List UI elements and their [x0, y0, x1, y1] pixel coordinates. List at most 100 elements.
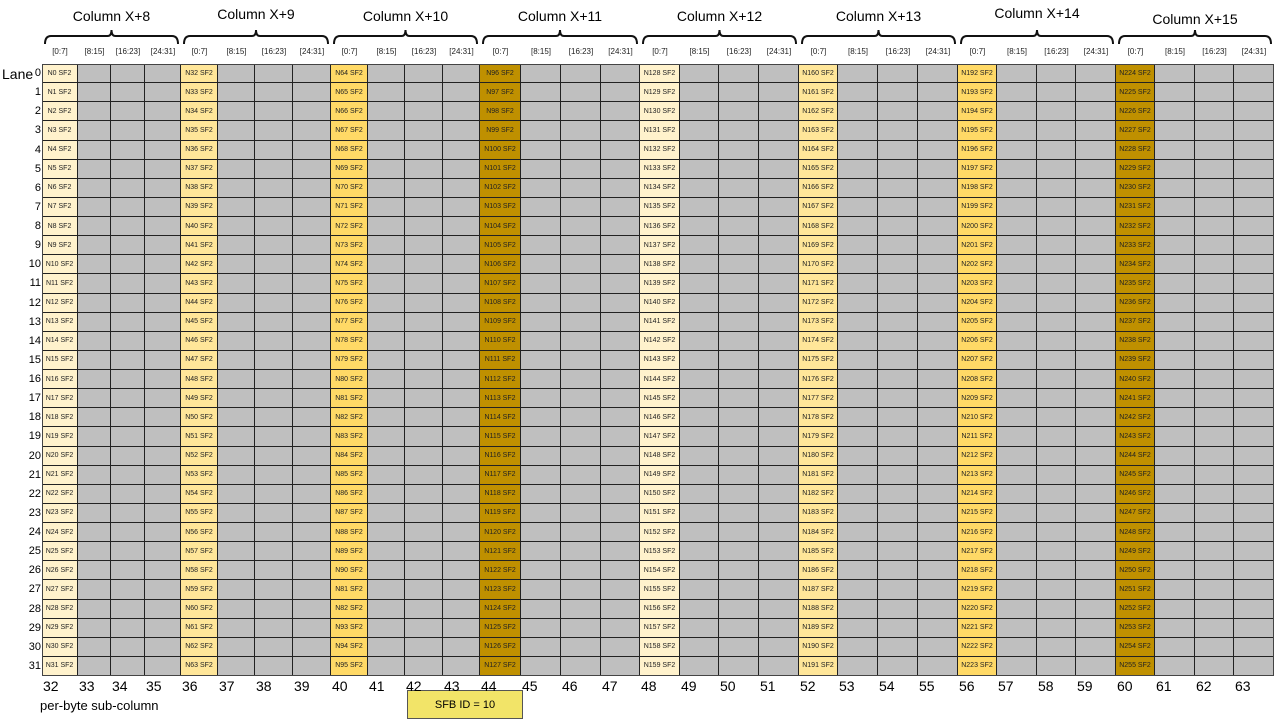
empty-cell	[293, 64, 331, 84]
empty-cell	[1195, 503, 1234, 523]
empty-cell	[759, 217, 799, 237]
sfb-cell: N234 SF2	[1116, 255, 1155, 275]
empty-cell	[680, 580, 719, 600]
sfb-cell: N138 SF2	[640, 255, 680, 275]
sfb-cell: N222 SF2	[958, 637, 997, 657]
sfb-cell: N254 SF2	[1116, 637, 1155, 657]
empty-cell	[1076, 293, 1116, 313]
empty-cell	[1234, 140, 1274, 160]
sfb-cell: N174 SF2	[799, 331, 838, 351]
empty-cell	[521, 83, 561, 103]
byte-column-number: 39	[294, 678, 310, 694]
sfb-cell: N244 SF2	[1116, 446, 1155, 466]
empty-cell	[443, 656, 480, 676]
empty-cell	[759, 370, 799, 390]
sfb-cell: N12 SF2	[42, 293, 78, 313]
lane-number: 17	[28, 392, 41, 405]
empty-cell	[293, 159, 331, 179]
empty-cell	[759, 274, 799, 294]
empty-cell	[255, 599, 293, 619]
sfb-cell: N120 SF2	[480, 523, 521, 543]
empty-cell	[405, 312, 443, 332]
empty-cell	[838, 637, 878, 657]
sfb-cell: N204 SF2	[958, 293, 997, 313]
sfb-cell: N100 SF2	[480, 140, 521, 160]
empty-cell	[601, 255, 640, 275]
empty-cell	[918, 312, 958, 332]
empty-cell	[759, 580, 799, 600]
empty-cell	[1195, 370, 1234, 390]
empty-cell	[719, 140, 759, 160]
sfb-cell: N78 SF2	[331, 331, 368, 351]
empty-cell	[561, 331, 601, 351]
sfb-cell: N95 SF2	[331, 656, 368, 676]
sub-column-label: [8:15]	[1164, 47, 1186, 56]
empty-cell	[680, 370, 719, 390]
empty-cell	[368, 350, 405, 370]
empty-cell	[405, 408, 443, 428]
empty-cell	[680, 83, 719, 103]
sfb-cell: N249 SF2	[1116, 542, 1155, 562]
empty-cell	[1037, 542, 1076, 562]
empty-cell	[918, 484, 958, 504]
empty-cell	[719, 331, 759, 351]
empty-cell	[111, 389, 145, 409]
empty-cell	[997, 197, 1037, 217]
empty-cell	[601, 446, 640, 466]
sfb-cell: N16 SF2	[42, 370, 78, 390]
sfb-cell: N227 SF2	[1116, 121, 1155, 141]
sfb-cell: N62 SF2	[181, 637, 218, 657]
empty-cell	[680, 389, 719, 409]
empty-cell	[145, 542, 181, 562]
column-title: Column X+11	[517, 8, 603, 24]
empty-cell	[368, 503, 405, 523]
empty-cell	[997, 465, 1037, 485]
empty-cell	[1195, 427, 1234, 447]
empty-cell	[111, 64, 145, 84]
lane-number: 31	[28, 659, 41, 672]
empty-cell	[1155, 580, 1195, 600]
empty-cell	[405, 121, 443, 141]
sub-column-label: [0:7]	[341, 47, 358, 56]
empty-cell	[997, 331, 1037, 351]
sfb-cell: N26 SF2	[42, 561, 78, 581]
empty-cell	[1234, 236, 1274, 256]
sfb-cell: N136 SF2	[640, 217, 680, 237]
empty-cell	[601, 197, 640, 217]
sfb-cell: N183 SF2	[799, 503, 838, 523]
lane-number: 10	[28, 258, 41, 271]
empty-cell	[1037, 523, 1076, 543]
empty-cell	[368, 255, 405, 275]
sfb-cell: N8 SF2	[42, 217, 78, 237]
empty-cell	[78, 159, 111, 179]
empty-cell	[293, 331, 331, 351]
empty-cell	[561, 389, 601, 409]
empty-cell	[561, 312, 601, 332]
empty-cell	[918, 159, 958, 179]
empty-cell	[218, 523, 255, 543]
empty-cell	[255, 580, 293, 600]
empty-cell	[1076, 389, 1116, 409]
sub-column-label: [0:7]	[1127, 47, 1144, 56]
empty-cell	[759, 102, 799, 122]
empty-cell	[878, 312, 918, 332]
empty-cell	[405, 255, 443, 275]
sfb-cell: N24 SF2	[42, 523, 78, 543]
empty-cell	[145, 197, 181, 217]
empty-cell	[78, 389, 111, 409]
empty-cell	[878, 83, 918, 103]
empty-cell	[218, 637, 255, 657]
empty-cell	[218, 140, 255, 160]
empty-cell	[1076, 350, 1116, 370]
empty-cell	[601, 64, 640, 84]
empty-cell	[878, 542, 918, 562]
empty-cell	[1234, 637, 1274, 657]
empty-cell	[521, 159, 561, 179]
empty-cell	[145, 465, 181, 485]
empty-cell	[601, 217, 640, 237]
sfb-cell: N210 SF2	[958, 408, 997, 428]
empty-cell	[1155, 350, 1195, 370]
empty-cell	[878, 637, 918, 657]
sub-column-label: [16:23]	[411, 47, 437, 56]
empty-cell	[218, 64, 255, 84]
